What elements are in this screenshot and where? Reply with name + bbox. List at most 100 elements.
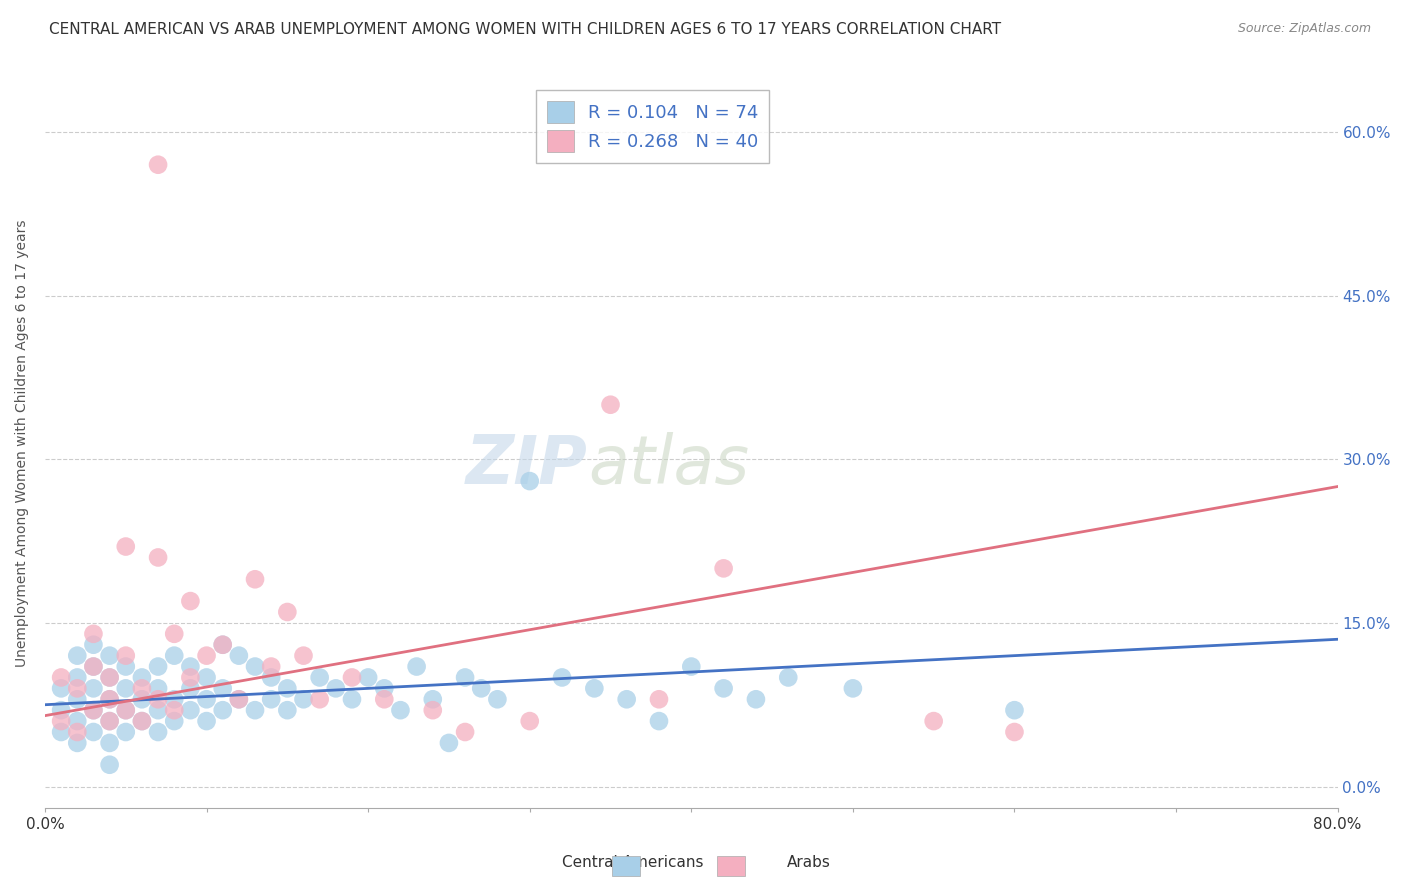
Point [179, 670, 201, 684]
Point [1004, 725, 1026, 739]
Point [713, 681, 735, 696]
Point [179, 681, 201, 696]
Point [98, 670, 121, 684]
Text: Arabs: Arabs [787, 855, 831, 870]
Point [146, 692, 169, 706]
Point [146, 703, 169, 717]
Point [340, 670, 363, 684]
Point [292, 692, 315, 706]
Point [114, 648, 136, 663]
Point [405, 659, 427, 673]
Point [276, 703, 298, 717]
Point [49, 725, 72, 739]
Point [1004, 703, 1026, 717]
Point [114, 540, 136, 554]
Point [551, 670, 574, 684]
Point [114, 703, 136, 717]
Text: Central Americans: Central Americans [561, 855, 703, 870]
Point [131, 670, 153, 684]
Point [82, 659, 104, 673]
Point [66, 670, 89, 684]
Point [211, 703, 233, 717]
Point [114, 659, 136, 673]
Text: CENTRAL AMERICAN VS ARAB UNEMPLOYMENT AMONG WOMEN WITH CHILDREN AGES 6 TO 17 YEA: CENTRAL AMERICAN VS ARAB UNEMPLOYMENT AM… [49, 22, 1001, 37]
Point [131, 681, 153, 696]
Point [616, 692, 638, 706]
Point [437, 736, 460, 750]
Point [195, 714, 218, 728]
Y-axis label: Unemployment Among Women with Children Ages 6 to 17 years: Unemployment Among Women with Children A… [15, 219, 30, 666]
Point [599, 398, 621, 412]
Point [131, 714, 153, 728]
Point [66, 736, 89, 750]
Point [243, 703, 266, 717]
Point [114, 725, 136, 739]
Point [422, 703, 444, 717]
Point [842, 681, 865, 696]
Text: ZIP: ZIP [465, 432, 588, 498]
Point [211, 681, 233, 696]
Point [583, 681, 606, 696]
Point [163, 703, 186, 717]
Point [66, 725, 89, 739]
Point [146, 725, 169, 739]
Point [98, 714, 121, 728]
Point [260, 659, 283, 673]
Point [82, 638, 104, 652]
Point [114, 681, 136, 696]
Point [66, 681, 89, 696]
Point [357, 670, 380, 684]
Point [486, 692, 509, 706]
Point [308, 670, 330, 684]
Point [276, 681, 298, 696]
Point [211, 638, 233, 652]
Point [82, 703, 104, 717]
Point [260, 670, 283, 684]
Point [389, 703, 412, 717]
Point [228, 692, 250, 706]
Text: atlas: atlas [588, 432, 749, 498]
Point [454, 670, 477, 684]
Point [713, 561, 735, 575]
Point [163, 627, 186, 641]
Point [146, 659, 169, 673]
Point [66, 714, 89, 728]
Point [228, 648, 250, 663]
Point [340, 692, 363, 706]
Point [276, 605, 298, 619]
Point [49, 670, 72, 684]
Point [98, 736, 121, 750]
Point [179, 703, 201, 717]
Point [179, 659, 201, 673]
Point [195, 670, 218, 684]
Point [648, 714, 671, 728]
Point [373, 681, 395, 696]
Legend: R = 0.104   N = 74, R = 0.268   N = 40: R = 0.104 N = 74, R = 0.268 N = 40 [536, 90, 769, 163]
Point [49, 703, 72, 717]
Point [98, 692, 121, 706]
Point [82, 659, 104, 673]
Point [146, 681, 169, 696]
Point [163, 692, 186, 706]
Point [66, 692, 89, 706]
Point [66, 648, 89, 663]
Point [211, 638, 233, 652]
Point [146, 158, 169, 172]
Point [292, 648, 315, 663]
Point [49, 681, 72, 696]
Point [745, 692, 768, 706]
Point [49, 714, 72, 728]
Point [98, 670, 121, 684]
Point [519, 474, 541, 488]
Point [146, 550, 169, 565]
Point [648, 692, 671, 706]
Point [179, 594, 201, 608]
Point [922, 714, 945, 728]
Point [519, 714, 541, 728]
Point [422, 692, 444, 706]
Point [681, 659, 703, 673]
Point [163, 648, 186, 663]
Point [131, 692, 153, 706]
Point [470, 681, 492, 696]
Point [98, 757, 121, 772]
